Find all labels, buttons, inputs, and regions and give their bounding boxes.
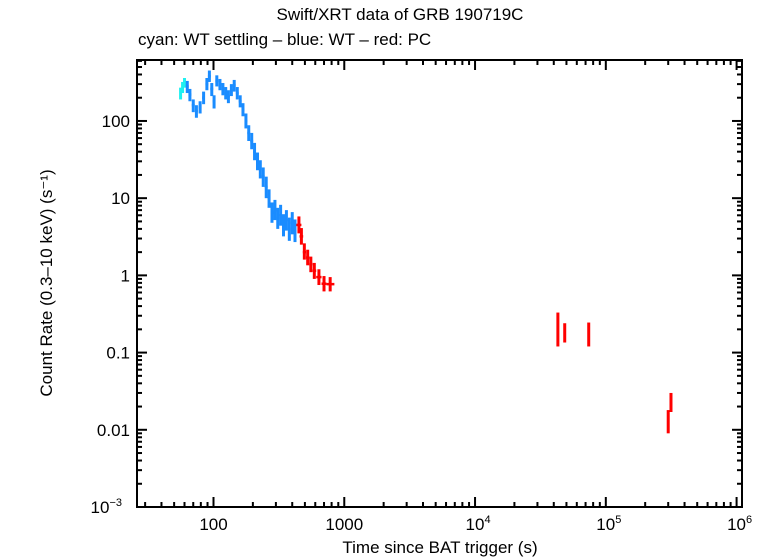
data-point: [267, 189, 271, 208]
data-point: [296, 216, 302, 234]
data-point: [290, 212, 294, 235]
data-point: [247, 125, 251, 142]
data-point: [312, 262, 317, 279]
x-tick-label: 100: [199, 515, 227, 534]
chart-subtitle: cyan: WT settling – blue: WT – red: PC: [138, 30, 431, 49]
data-point: [316, 269, 322, 286]
data-point: [218, 78, 222, 91]
y-tick-label: 10: [111, 189, 130, 208]
y-tick-label: 0.01: [97, 421, 130, 440]
data-point: [261, 167, 265, 187]
data-point: [202, 91, 206, 105]
data-point: [321, 276, 327, 292]
data-point: [232, 79, 236, 92]
data-point: [210, 83, 214, 97]
data-point: [556, 312, 560, 347]
series-wt-settling: [179, 78, 186, 100]
data-point: [205, 78, 209, 91]
y-tick-label: 1: [121, 266, 130, 285]
y-tick-label: 10−3: [91, 497, 122, 517]
data-point: [563, 323, 567, 343]
y-tick-label: 0.1: [106, 344, 130, 363]
data-point: [221, 83, 225, 96]
plot-frame: [136, 59, 743, 508]
y-tick-label: 100: [102, 112, 130, 131]
data-point: [587, 322, 591, 347]
data-point: [226, 90, 230, 104]
x-tick-label: 105: [596, 514, 621, 534]
data-point: [185, 80, 189, 94]
data-point: [284, 210, 288, 231]
data-point: [191, 99, 195, 113]
data-point: [666, 410, 670, 434]
data-point: [244, 113, 248, 129]
data-point: [276, 207, 280, 229]
data-point: [241, 103, 245, 117]
x-axis-label: Time since BAT trigger (s): [342, 538, 537, 557]
data-point: [270, 202, 274, 223]
data-point: [309, 256, 313, 273]
x-tick-label: 106: [727, 514, 752, 534]
axis-ticks: [137, 59, 742, 508]
data-point: [293, 219, 297, 243]
data-point: [224, 87, 228, 100]
data-point: [188, 88, 192, 102]
data-point: [287, 217, 291, 241]
data-point: [256, 152, 260, 171]
data-point: [282, 214, 286, 237]
data-point: [238, 95, 242, 108]
data-point: [253, 142, 257, 161]
data-point: [326, 277, 335, 292]
data-point: [279, 204, 283, 226]
data-point: [302, 243, 307, 260]
chart-title: Swift/XRT data of GRB 190719C: [277, 5, 524, 24]
data-point: [273, 199, 277, 221]
y-tick-labels: 100 10 1 0.1 0.01 10−3: [91, 112, 130, 517]
data-point: [299, 228, 304, 245]
data-point: [258, 160, 262, 179]
data-point: [235, 87, 239, 100]
data-point: [207, 70, 211, 82]
series-wt: [185, 70, 297, 243]
plot-area: [179, 70, 673, 434]
x-tick-labels: 100 1000 104 105 106: [199, 514, 752, 534]
data-point: [212, 95, 216, 109]
data-point: [215, 75, 219, 87]
series-pc: [296, 216, 673, 434]
data-point: [306, 249, 310, 266]
x-tick-label: 104: [466, 514, 491, 534]
data-point: [194, 105, 198, 118]
y-axis-label: Count Rate (0.3–10 keV) (s⁻¹): [37, 169, 56, 396]
data-point: [264, 176, 268, 199]
data-point: [250, 132, 254, 150]
data-point: [669, 392, 673, 412]
data-point: [182, 78, 186, 88]
x-tick-label: 1000: [325, 515, 363, 534]
data-point: [229, 84, 233, 97]
data-point: [198, 101, 202, 114]
